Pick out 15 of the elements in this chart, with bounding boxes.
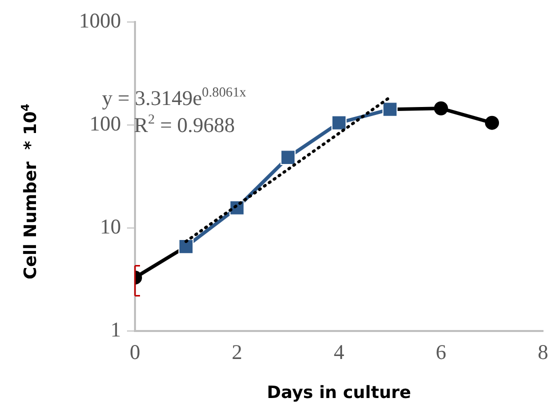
x-tick-label: 6 [436, 340, 446, 364]
x-axis-title: Days in culture [266, 383, 412, 402]
y-tick-label: 1 [110, 318, 121, 342]
point [280, 150, 296, 165]
x-tick-label: 8 [538, 340, 548, 364]
point [331, 115, 347, 130]
point [434, 101, 448, 116]
y-tick-label: 10 [100, 214, 121, 239]
point [485, 116, 499, 130]
x-tick-label: 2 [232, 340, 242, 364]
y-tick-label: 1000 [79, 8, 121, 33]
x-tick-label: 0 [130, 340, 140, 364]
x-tick-label: 4 [334, 340, 345, 364]
y-axis-title: Cell Number * 104 [19, 103, 41, 280]
y-tick-label: 100 [90, 112, 121, 136]
